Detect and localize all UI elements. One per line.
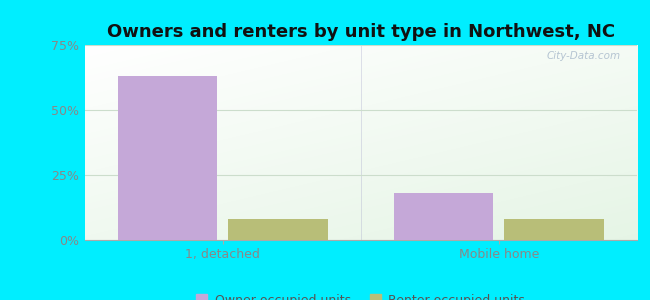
Bar bbox=[504, 219, 604, 240]
Text: City-Data.com: City-Data.com bbox=[546, 51, 620, 61]
Title: Owners and renters by unit type in Northwest, NC: Owners and renters by unit type in North… bbox=[107, 23, 615, 41]
Bar bbox=[394, 193, 493, 240]
Bar bbox=[118, 76, 217, 240]
Bar bbox=[228, 219, 328, 240]
Legend: Owner occupied units, Renter occupied units: Owner occupied units, Renter occupied un… bbox=[191, 289, 530, 300]
